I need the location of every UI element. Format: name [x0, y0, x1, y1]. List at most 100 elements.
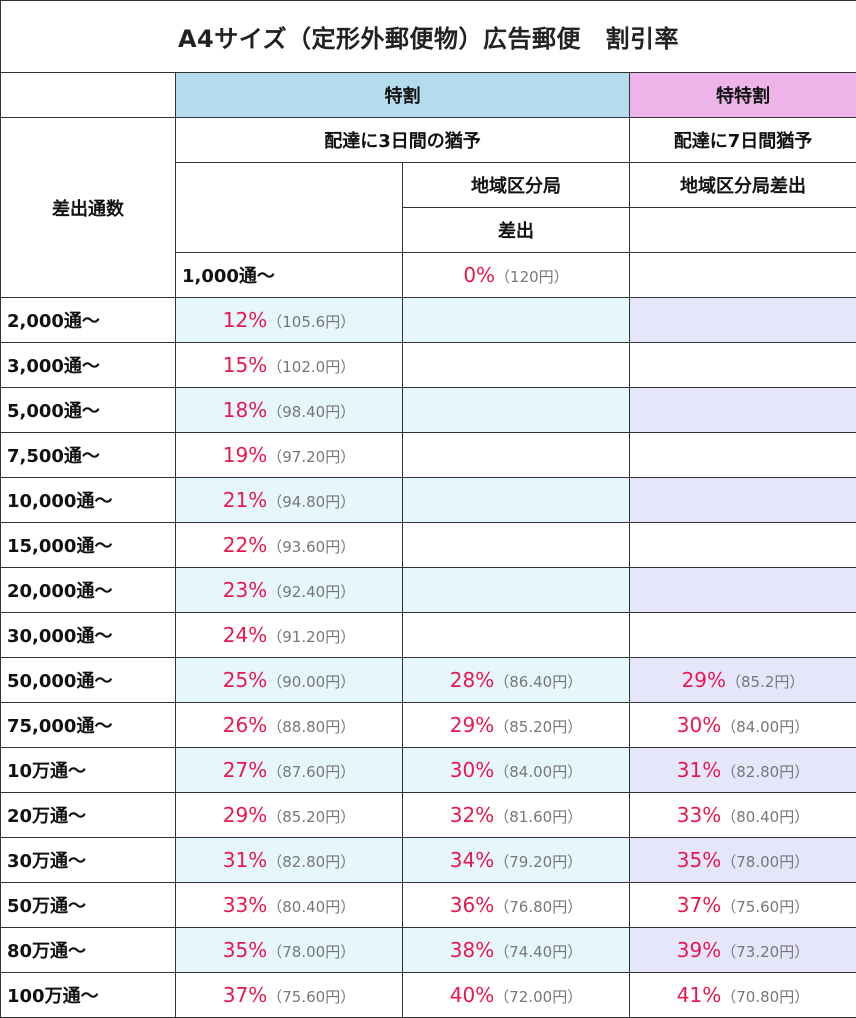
table-row: 30,000通～ 24%（91.20円） [0, 612, 856, 658]
toku-rate-cell: 24%（91.20円） [175, 612, 403, 658]
unit-price: （75.60円） [267, 988, 356, 1006]
unit-price: （84.00円） [494, 763, 583, 781]
tokutoku-rate-cell: 39%（73.20円） [629, 927, 856, 973]
empty-tokutoku-subheader [629, 207, 856, 253]
region-office-header: 地域区分局 [402, 162, 630, 208]
volume-label: 差出通数 [0, 117, 176, 298]
tokutoku-rate-cell [629, 342, 856, 388]
toku-rate-cell: 35%（78.00円） [175, 927, 403, 973]
unit-price: （105.6円） [267, 313, 356, 331]
tokutoku-rate-cell: 29%（85.2円） [629, 657, 856, 703]
tokutoku-rate-cell: 37%（75.60円） [629, 882, 856, 928]
volume-label: 80万通～ [0, 927, 176, 973]
region-rate-cell: 40%（72.00円） [402, 972, 630, 1018]
discount-percent: 37% [222, 983, 268, 1007]
discount-percent: 33% [222, 893, 268, 917]
discount-percent: 35% [676, 848, 722, 872]
unit-price: （78.00円） [267, 943, 356, 961]
volume-label: 30,000通～ [0, 612, 176, 658]
tokutoku-rate-cell [629, 612, 856, 658]
unit-price: （72.00円） [494, 988, 583, 1006]
unit-price: （98.40円） [267, 403, 356, 421]
unit-price: （80.40円） [721, 808, 810, 826]
volume-label: 50,000通～ [0, 657, 176, 703]
unit-price: （70.80円） [721, 988, 810, 1006]
base-volume-label: 1,000通～ [175, 252, 403, 298]
unit-price: （78.00円） [721, 853, 810, 871]
tokutoku-rate-cell: 35%（78.00円） [629, 837, 856, 883]
discount-percent: 18% [222, 398, 268, 422]
table-row: 80万通～ 35%（78.00円） 38%（74.40円） 39%（73.20円） [0, 927, 856, 973]
discount-percent: 22% [222, 533, 268, 557]
toku-header: 特割 [175, 72, 630, 118]
tokutoku-rate-cell [629, 432, 856, 478]
region-rate-cell: 36%（76.80円） [402, 882, 630, 928]
region-rate-cell [402, 567, 630, 613]
volume-label: 3,000通～ [0, 342, 176, 388]
discount-percent: 29% [222, 803, 268, 827]
toku-rate-cell: 33%（80.40円） [175, 882, 403, 928]
discount-percent: 38% [449, 938, 495, 962]
discount-percent: 36% [449, 893, 495, 917]
region-rate-cell: 28%（86.40円） [402, 657, 630, 703]
table-row: 15,000通～ 22%（93.60円） [0, 522, 856, 568]
table-row: 5,000通～ 18%（98.40円） [0, 387, 856, 433]
empty-tokutoku-base-cell [629, 252, 856, 298]
discount-percent: 29% [681, 668, 727, 692]
toku-rate-cell: 18%（98.40円） [175, 387, 403, 433]
title-row: A4サイズ（定形外郵便物）広告郵便 割引率 [0, 0, 856, 73]
discount-percent: 30% [676, 713, 722, 737]
toku-rate-cell: 26%（88.80円） [175, 702, 403, 748]
discount-percent: 32% [449, 803, 495, 827]
unit-price: （84.00円） [721, 718, 810, 736]
table-row: 75,000通～ 26%（88.80円） 29%（85.20円） 30%（84.00円… [0, 702, 856, 748]
unit-price: （73.20円） [721, 943, 810, 961]
table-row: 50,000通～ 25%（90.00円） 28%（86.40円） 29%（85.2円） [0, 657, 856, 703]
region-rate-cell [402, 612, 630, 658]
tokutoku-rate-cell [629, 567, 856, 613]
toku-rate-cell: 31%（82.80円） [175, 837, 403, 883]
volume-label: 10万通～ [0, 747, 176, 793]
discount-percent: 41% [676, 983, 722, 1007]
table-row: 3,000通～ 15%（102.0円） [0, 342, 856, 388]
table-row: 10万通～ 27%（87.60円） 30%（84.00円） 31%（82.80円） [0, 747, 856, 793]
tokutoku-rate-cell: 31%（82.80円） [629, 747, 856, 793]
table-row: 100万通～ 37%（75.60円） 40%（72.00円） 41%（70.80円） [0, 972, 856, 1018]
tokutoku-rate-cell: 30%（84.00円） [629, 702, 856, 748]
plan-header-row: 特割 特特割 [0, 72, 856, 118]
empty-corner-cell [0, 72, 176, 118]
table-row: 50万通～ 33%（80.40円） 36%（76.80円） 37%（75.60円） [0, 882, 856, 928]
unit-price: （92.40円） [267, 583, 356, 601]
unit-price: （82.80円） [721, 763, 810, 781]
tokutoku-header: 特特割 [629, 72, 856, 118]
discount-percent: 12% [222, 308, 268, 332]
base-rate-cell: 0%（120円） [402, 252, 630, 298]
region-rate-cell [402, 522, 630, 568]
region-office-dispatch-header: 地域区分局差出 [629, 162, 856, 208]
discount-percent: 21% [222, 488, 268, 512]
region-rate-cell [402, 297, 630, 343]
table-row: 2,000通～ 12%（105.6円） [0, 297, 856, 343]
discount-percent: 29% [449, 713, 495, 737]
discount-percent: 28% [449, 668, 495, 692]
region-rate-cell [402, 387, 630, 433]
discount-percent: 27% [222, 758, 268, 782]
volume-label: 2,000通～ [0, 297, 176, 343]
table-row: 20,000通～ 23%（92.40円） [0, 567, 856, 613]
toku-rate-cell: 29%（85.20円） [175, 792, 403, 838]
base-rate-price: （120円） [495, 268, 569, 286]
tokutoku-rate-cell [629, 522, 856, 568]
delay-header-row: 差出通数 配達に3日間の猶予 配達に7日間猶予 [0, 117, 856, 298]
toku-rate-cell: 25%（90.00円） [175, 657, 403, 703]
toku-rate-cell: 23%（92.40円） [175, 567, 403, 613]
base-rate-row: 1,000通～ 0%（120円） [1, 252, 856, 298]
unit-price: （88.80円） [267, 718, 356, 736]
discount-percent: 26% [222, 713, 268, 737]
volume-label: 5,000通～ [0, 387, 176, 433]
toku-rate-cell: 19%（97.20円） [175, 432, 403, 478]
region-rate-cell: 32%（81.60円） [402, 792, 630, 838]
discount-percent: 33% [676, 803, 722, 827]
region-rate-cell [402, 477, 630, 523]
volume-label: 10,000通～ [0, 477, 176, 523]
unit-price: （85.2円） [726, 673, 805, 691]
